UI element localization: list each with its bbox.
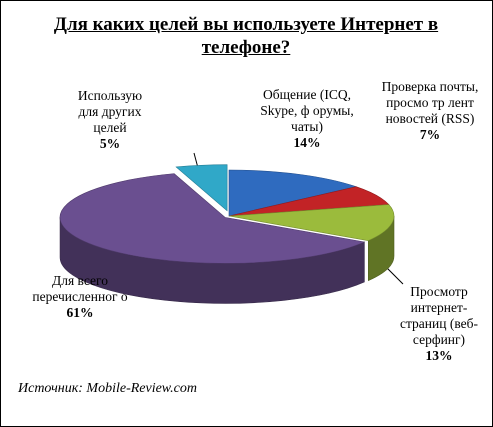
data-label-chat-value: 14% — [293, 135, 321, 150]
data-label-other: Использую для других целей 5% — [71, 88, 149, 152]
data-label-webserfing-value: 13% — [425, 348, 453, 363]
pie-tops — [59, 164, 395, 264]
pie-slice-webserfing — [228, 204, 395, 241]
data-label-all-name: Для всего перечисленног о — [32, 273, 128, 304]
data-label-all: Для всего перечисленног о 61% — [29, 273, 131, 321]
data-label-mail: Проверка почты, просмо тр лент новостей … — [379, 79, 481, 143]
pie-slice-other — [175, 164, 228, 212]
data-label-all-value: 61% — [66, 305, 94, 320]
data-label-mail-name: Проверка почты, просмо тр лент новостей … — [381, 79, 479, 126]
data-label-chat: Общение (ICQ, Skype, ф орумы, чаты) 14% — [251, 87, 363, 151]
data-label-webserfing: Просмотр интернет-страниц (веб-серфинг) … — [397, 284, 481, 364]
data-label-other-value: 5% — [99, 136, 121, 151]
data-label-chat-name: Общение (ICQ, Skype, ф орумы, чаты) — [260, 87, 354, 134]
pie-slice-chat — [228, 169, 358, 217]
data-label-mail-value: 7% — [419, 127, 441, 142]
source-note: Источник: Mobile-Review.com — [18, 381, 197, 396]
data-label-other-name: Использую для других целей — [77, 88, 143, 135]
pie-slice-all — [59, 173, 366, 264]
chart-title: Для каких целей вы используете Интернет … — [53, 14, 439, 58]
data-label-webserfing-name: Просмотр интернет-страниц (веб-серфинг) — [400, 284, 478, 347]
